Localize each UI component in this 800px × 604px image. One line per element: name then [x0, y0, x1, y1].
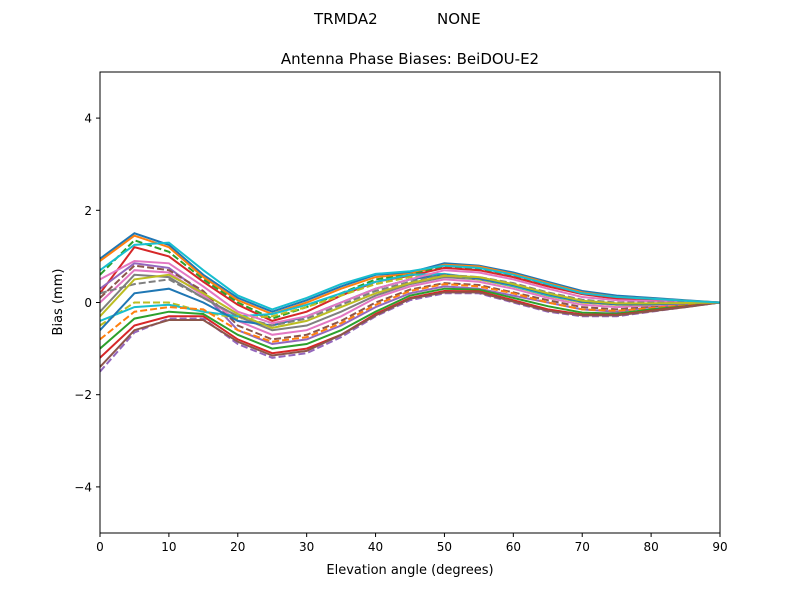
x-tick-label: 20: [230, 540, 245, 554]
x-tick-label: 30: [299, 540, 314, 554]
suptitle-right: NONE: [437, 10, 481, 28]
x-axis: 0 10 20 30 40 50 60 70 80 90: [96, 533, 728, 554]
series-line-12: [100, 287, 720, 350]
series-line-6: [100, 269, 720, 336]
series-line-18: [100, 273, 720, 329]
x-tick-label: 0: [96, 540, 104, 554]
series-line-5: [100, 264, 720, 341]
series-line-16: [100, 259, 720, 325]
x-tick-label: 50: [437, 540, 452, 554]
y-tick-label: 4: [84, 112, 92, 126]
y-tick-label: 2: [84, 204, 92, 218]
suptitle-left: TRMDA2: [313, 10, 378, 28]
x-tick-label: 70: [575, 540, 590, 554]
series-lines: [100, 232, 720, 373]
series-line-0: [100, 232, 720, 313]
series-line-19: [100, 241, 720, 311]
x-tick-label: 40: [368, 540, 383, 554]
y-tick-label: −2: [74, 388, 92, 402]
y-tick-label: −4: [74, 480, 92, 494]
x-tick-label: 60: [506, 540, 521, 554]
x-axis-label: Elevation angle (degrees): [326, 563, 493, 578]
y-axis: −4 −2 0 2 4: [74, 112, 100, 494]
series-line-15: [100, 291, 720, 368]
series-line-11: [100, 283, 720, 343]
x-tick-label: 90: [712, 540, 727, 554]
y-axis-label: Bias (mm): [51, 269, 66, 336]
x-tick-label: 10: [161, 540, 176, 554]
x-tick-label: 80: [643, 540, 658, 554]
chart-title: Antenna Phase Biases: BeiDOU-E2: [281, 50, 539, 68]
y-tick-label: 0: [84, 296, 92, 310]
